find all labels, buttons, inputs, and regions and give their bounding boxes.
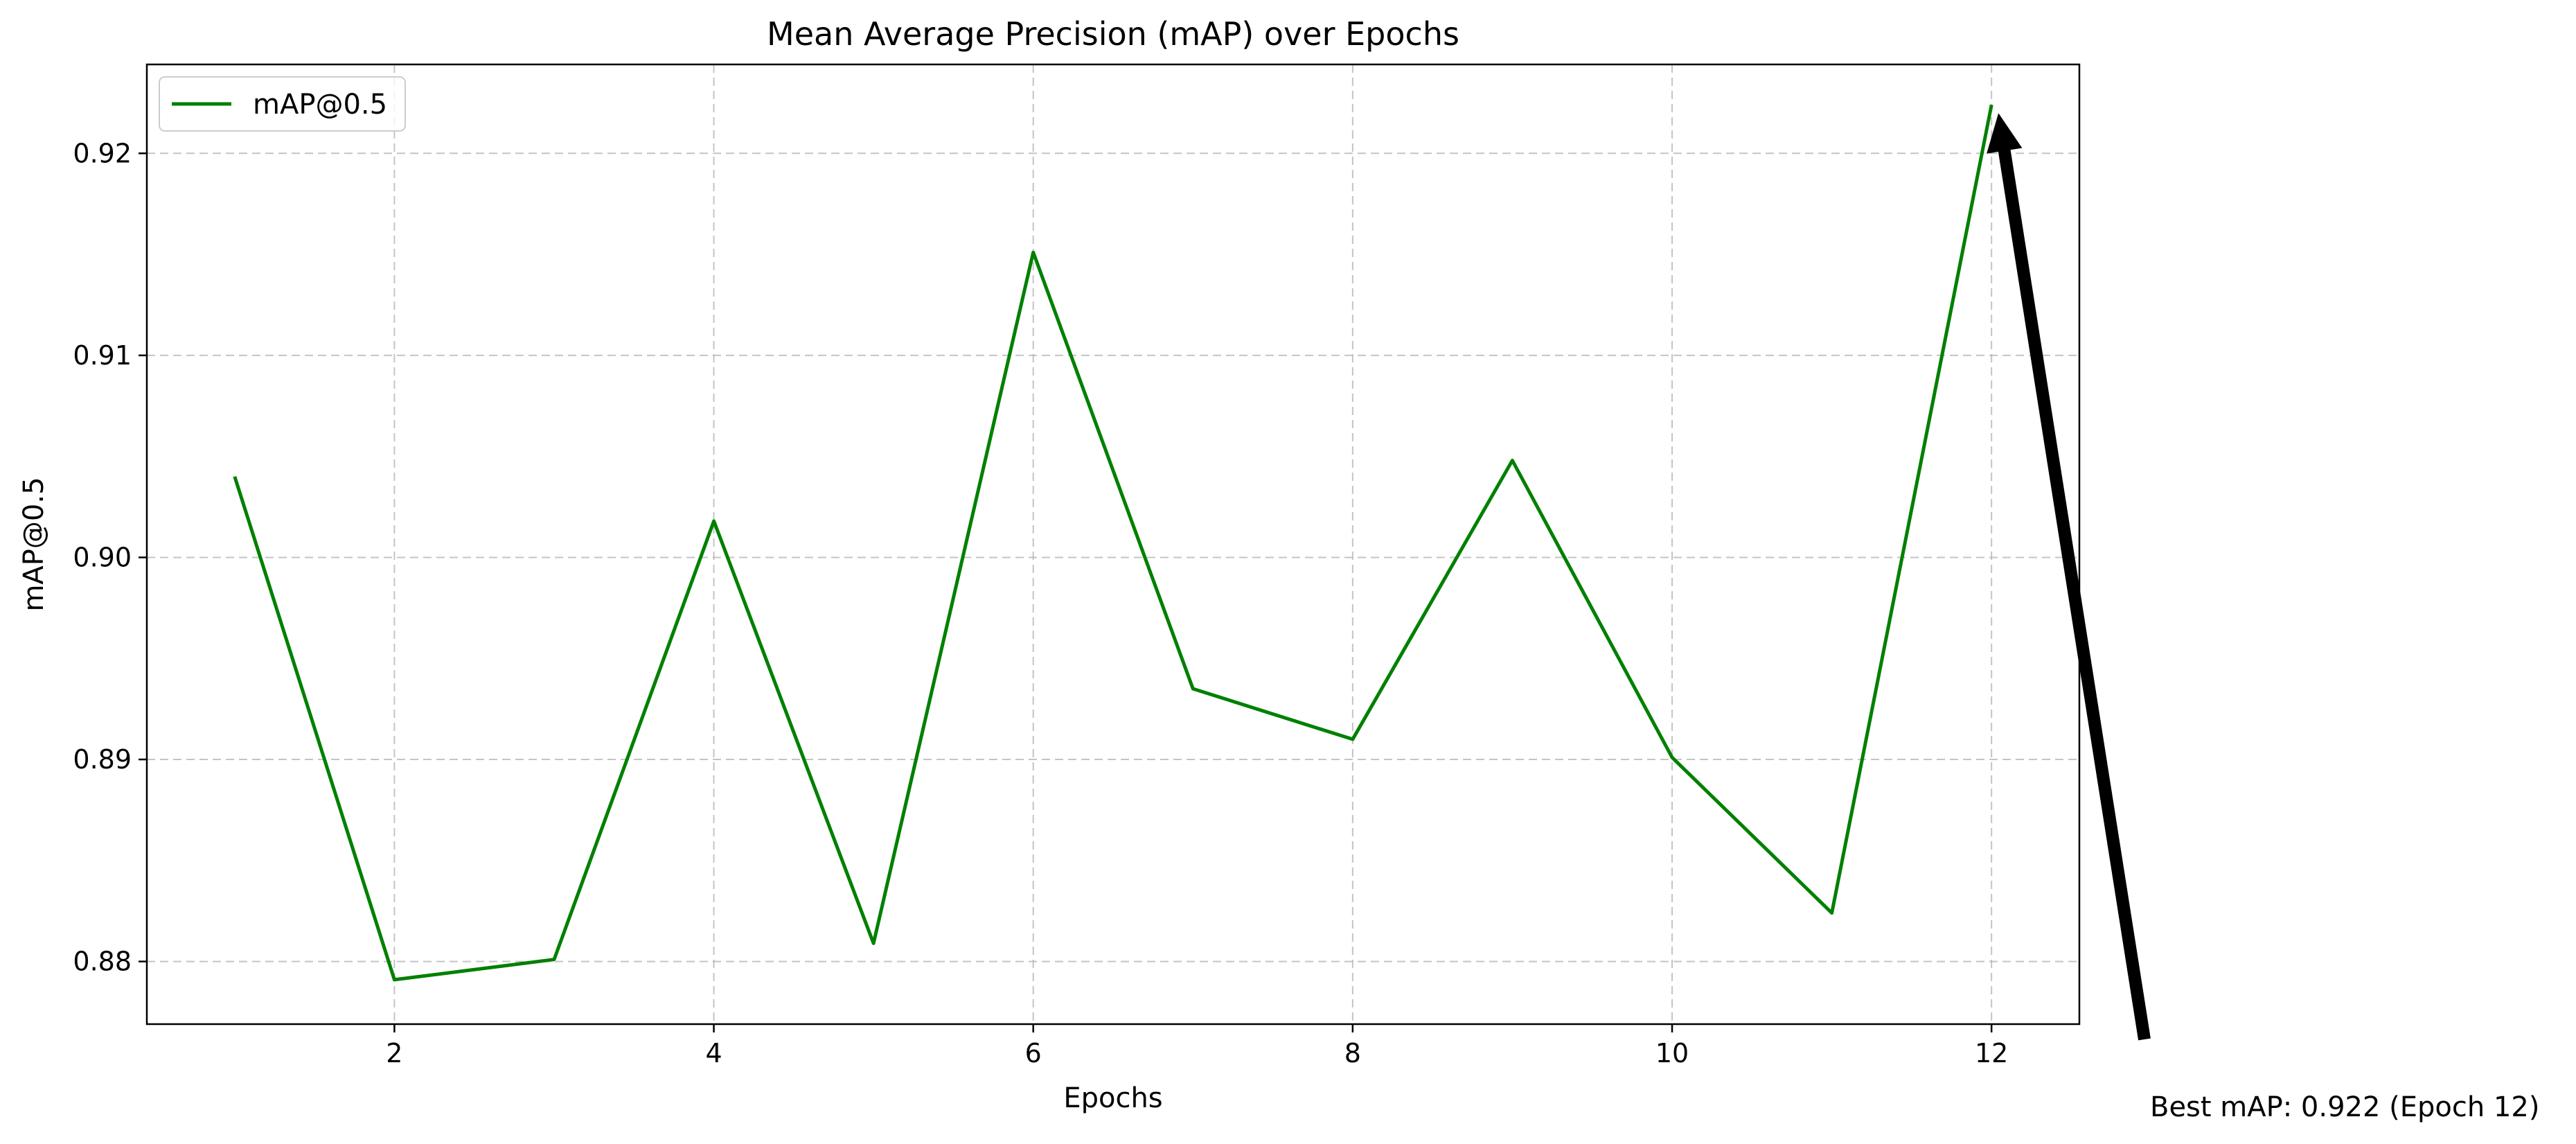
x-tick-label: 2 xyxy=(386,1038,402,1068)
annotation-text: Best mAP: 0.922 (Epoch 12) xyxy=(2150,1091,2539,1123)
y-tick-label: 0.92 xyxy=(73,138,132,168)
x-axis-label: Epochs xyxy=(1063,1082,1162,1114)
series-line xyxy=(233,104,1993,982)
chart-title: Mean Average Precision (mAP) over Epochs xyxy=(767,15,1459,53)
axis-ticks: 2 4 6 8 10 12 0.88 0.89 0.90 0.91 0.92 xyxy=(73,138,2008,1068)
x-tick-label: 12 xyxy=(1975,1038,2008,1068)
x-tick-label: 8 xyxy=(1344,1038,1361,1068)
series-layer xyxy=(233,104,1993,982)
y-tick-label: 0.90 xyxy=(73,542,132,572)
legend: mAP@0.5 xyxy=(159,76,406,132)
x-tick-label: 6 xyxy=(1025,1038,1042,1068)
annotation-arrow xyxy=(1987,113,2151,1041)
y-tick-label: 0.88 xyxy=(73,947,132,977)
grid-lines xyxy=(147,64,2079,1024)
y-axis-label: mAP@0.5 xyxy=(18,477,50,611)
legend-label: mAP@0.5 xyxy=(253,89,387,121)
x-tick-label: 4 xyxy=(705,1038,722,1068)
best-map-annotation: Best mAP: 0.922 (Epoch 12) xyxy=(1987,113,2539,1123)
legend-box xyxy=(159,76,406,132)
y-tick-label: 0.91 xyxy=(73,340,132,371)
y-tick-label: 0.89 xyxy=(73,744,132,775)
plot-frame xyxy=(145,63,2081,1026)
x-tick-label: 10 xyxy=(1655,1038,1689,1068)
